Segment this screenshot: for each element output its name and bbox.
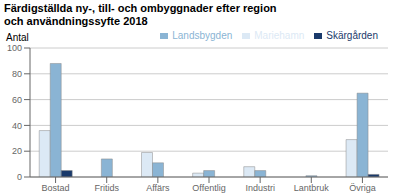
svg-text:Industri: Industri (245, 183, 275, 193)
html-text:Mariehamn: Mariehamn (254, 30, 305, 41)
svg-text:80: 80 (12, 69, 22, 79)
svg-text:60: 60 (12, 95, 22, 105)
svg-text:Övriga: Övriga (349, 183, 376, 193)
svg-text:Bostad: Bostad (42, 183, 70, 193)
svg-text:0: 0 (17, 172, 22, 182)
html-text:Färdigställda ny-, till- och o: Färdigställda ny-, till- och ombyggnader… (4, 2, 277, 14)
svg-text:40: 40 (12, 121, 22, 131)
svg-text:Lantbruk: Lantbruk (294, 183, 330, 193)
html-text:Skärgården: Skärgården (326, 30, 378, 41)
svg-text:Fritids: Fritids (94, 183, 119, 193)
svg-text:100: 100 (8, 43, 22, 53)
svg-text:Offentlig: Offentlig (192, 183, 225, 193)
html-text:Landsbygden: Landsbygden (172, 30, 233, 41)
html-text:Antal: Antal (6, 32, 29, 43)
html-text:och användningssyfte 2018: och användningssyfte 2018 (4, 15, 148, 27)
svg-text:Affärs: Affärs (146, 183, 170, 193)
svg-text:20: 20 (12, 146, 22, 156)
